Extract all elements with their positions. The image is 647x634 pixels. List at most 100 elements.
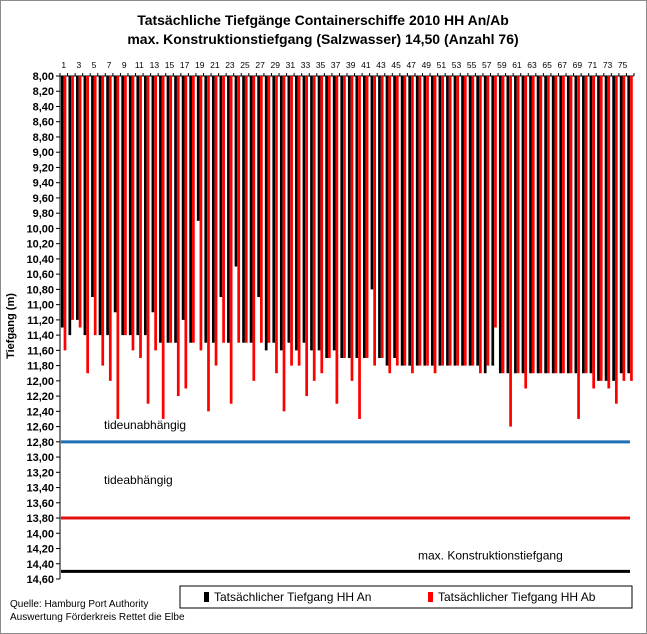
bar-hh-ab bbox=[585, 76, 588, 373]
bar-hh-an bbox=[333, 76, 336, 350]
bar-hh-an bbox=[159, 76, 162, 343]
bar-hh-an bbox=[235, 76, 238, 267]
bar-hh-ab bbox=[524, 76, 527, 388]
source-line-2: Auswertung Förderkreis Rettet die Elbe bbox=[10, 612, 185, 623]
bar-hh-ab bbox=[426, 76, 429, 366]
bar-hh-an bbox=[242, 76, 245, 343]
y-tick-label: 9,40 bbox=[33, 178, 54, 190]
bar-hh-ab bbox=[64, 76, 67, 350]
bar-hh-an bbox=[574, 76, 577, 373]
y-tick-label: 14,20 bbox=[26, 544, 54, 556]
bar-hh-an bbox=[439, 76, 442, 366]
x-tick-label: 25 bbox=[240, 60, 250, 70]
bar-hh-an bbox=[454, 76, 457, 366]
bar-hh-ab bbox=[517, 76, 520, 373]
bar-hh-an bbox=[265, 76, 268, 350]
bar-hh-ab bbox=[562, 76, 565, 373]
bar-hh-an bbox=[114, 76, 117, 312]
x-tick-label: 13 bbox=[150, 60, 160, 70]
y-axis-label: Tiefgang (m) bbox=[5, 293, 17, 359]
bar-hh-ab bbox=[71, 76, 74, 320]
bar-hh-ab bbox=[177, 76, 180, 396]
bar-hh-an bbox=[121, 76, 124, 335]
legend-label-an: Tatsächlicher Tiefgang HH An bbox=[214, 590, 371, 604]
x-tick-label: 35 bbox=[316, 60, 326, 70]
x-tick-label: 39 bbox=[346, 60, 356, 70]
bar-hh-ab bbox=[313, 76, 316, 381]
bar-hh-ab bbox=[101, 76, 104, 366]
legend: Tatsächlicher Tiefgang HH An Tatsächlich… bbox=[180, 586, 632, 608]
legend-swatch-an bbox=[204, 592, 209, 602]
bar-hh-ab bbox=[419, 76, 422, 366]
bar-hh-ab bbox=[116, 76, 119, 419]
bar-hh-an bbox=[476, 76, 479, 366]
bar-hh-ab bbox=[169, 76, 172, 343]
bar-hh-ab bbox=[200, 76, 203, 350]
bar-hh-an bbox=[106, 76, 109, 335]
bar-hh-ab bbox=[336, 76, 339, 404]
bar-hh-an bbox=[627, 76, 630, 373]
y-tick-label: 13,40 bbox=[26, 483, 54, 495]
bar-hh-an bbox=[280, 76, 283, 350]
bar-hh-ab bbox=[298, 76, 301, 366]
bar-hh-ab bbox=[305, 76, 308, 396]
y-tick-label: 14,40 bbox=[26, 559, 54, 571]
x-tick-label: 45 bbox=[391, 60, 401, 70]
x-tick-label: 63 bbox=[527, 60, 537, 70]
bar-hh-an bbox=[227, 76, 230, 343]
bar-hh-ab bbox=[539, 76, 542, 373]
bar-hh-an bbox=[325, 76, 328, 358]
bar-hh-ab bbox=[555, 76, 558, 373]
bar-hh-ab bbox=[487, 76, 490, 366]
bar-hh-an bbox=[507, 76, 510, 373]
x-tick-label: 5 bbox=[92, 60, 97, 70]
bar-hh-an bbox=[197, 76, 200, 221]
bar-hh-ab bbox=[275, 76, 278, 373]
y-tick-label: 9,20 bbox=[33, 162, 54, 174]
bar-hh-an bbox=[318, 76, 321, 350]
bar-hh-an bbox=[91, 76, 94, 297]
y-tick-label: 11,80 bbox=[27, 361, 54, 373]
bar-hh-ab bbox=[547, 76, 550, 373]
x-tick-label: 51 bbox=[437, 60, 447, 70]
bar-hh-ab bbox=[464, 76, 467, 366]
bar-hh-ab bbox=[320, 76, 323, 373]
x-tick-label: 67 bbox=[558, 60, 568, 70]
bar-hh-ab bbox=[132, 76, 135, 350]
reference-line-label: tideunabhängig bbox=[104, 418, 186, 432]
bars bbox=[61, 76, 633, 427]
bar-hh-an bbox=[363, 76, 366, 358]
y-axis: 8,00 8,20 8,40 8,60 8,80 9,00 9,20 9,40 9,60 9,80… bbox=[26, 71, 60, 586]
x-tick-label: 7 bbox=[107, 60, 112, 70]
chart-subtitle: max. Konstruktionstiefgang (Salzwasser) … bbox=[127, 31, 518, 47]
x-tick-label: 27 bbox=[255, 60, 265, 70]
bar-hh-an bbox=[136, 76, 139, 335]
bar-hh-an bbox=[582, 76, 585, 373]
bar-hh-an bbox=[340, 76, 343, 358]
bar-hh-ab bbox=[215, 76, 218, 366]
bar-hh-an bbox=[605, 76, 608, 381]
bar-hh-ab bbox=[162, 76, 165, 419]
bar-hh-an bbox=[189, 76, 192, 343]
bar-hh-ab bbox=[222, 76, 225, 343]
bar-hh-an bbox=[461, 76, 464, 366]
bar-hh-ab bbox=[615, 76, 618, 404]
bar-hh-an bbox=[378, 76, 381, 358]
bar-hh-an bbox=[559, 76, 562, 373]
bar-hh-an bbox=[491, 76, 494, 366]
bar-hh-an bbox=[590, 76, 593, 373]
x-tick-label: 29 bbox=[271, 60, 281, 70]
y-tick-label: 8,00 bbox=[33, 71, 54, 83]
x-tick-label: 49 bbox=[422, 60, 432, 70]
x-tick-label: 57 bbox=[482, 60, 492, 70]
y-tick-label: 11,40 bbox=[27, 330, 54, 342]
bar-hh-an bbox=[408, 76, 411, 366]
y-tick-label: 12,40 bbox=[26, 406, 54, 418]
bar-hh-an bbox=[537, 76, 540, 373]
bar-hh-ab bbox=[471, 76, 474, 366]
bar-hh-an bbox=[431, 76, 434, 366]
bar-hh-an bbox=[61, 76, 64, 328]
bar-hh-an bbox=[620, 76, 623, 373]
bar-hh-an bbox=[257, 76, 260, 297]
bar-hh-ab bbox=[577, 76, 580, 419]
